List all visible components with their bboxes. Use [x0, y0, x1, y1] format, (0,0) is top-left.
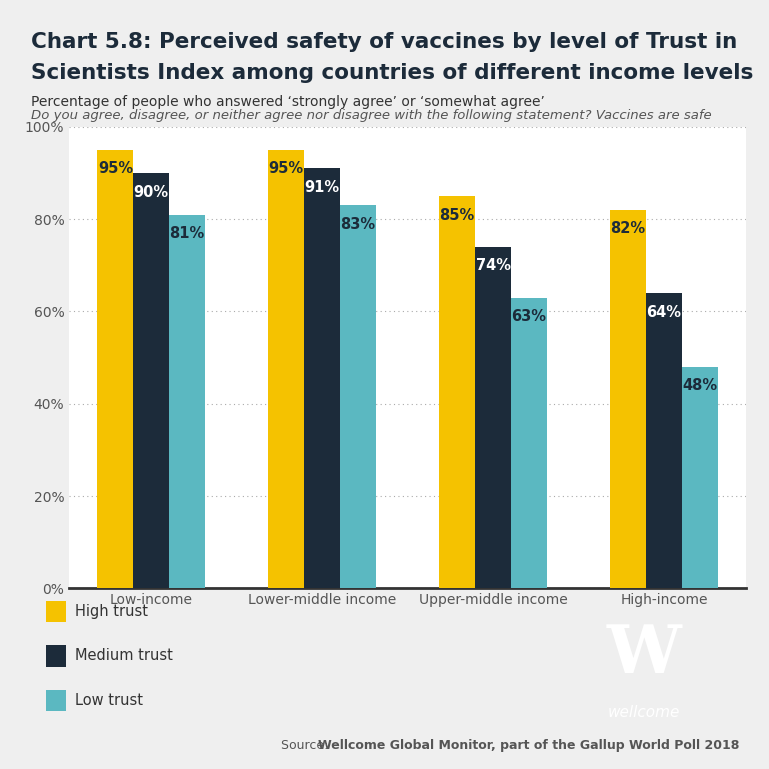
- Bar: [439, 196, 475, 588]
- Text: 74%: 74%: [475, 258, 511, 274]
- Text: 48%: 48%: [682, 378, 717, 394]
- Bar: [133, 173, 169, 588]
- Text: Source:: Source:: [281, 739, 332, 752]
- Text: wellcome: wellcome: [608, 705, 681, 721]
- Text: Scientists Index among countries of different income levels: Scientists Index among countries of diff…: [31, 63, 753, 83]
- Bar: [682, 367, 717, 588]
- Text: 91%: 91%: [305, 180, 340, 195]
- Text: 83%: 83%: [341, 217, 375, 232]
- Text: 95%: 95%: [98, 161, 133, 177]
- Bar: [511, 298, 547, 588]
- Text: 95%: 95%: [268, 161, 304, 177]
- Bar: [475, 247, 511, 588]
- Text: 63%: 63%: [511, 309, 547, 325]
- Bar: [98, 150, 133, 588]
- Text: 64%: 64%: [647, 305, 681, 320]
- Text: Wellcome Global Monitor, part of the Gallup World Poll 2018: Wellcome Global Monitor, part of the Gal…: [318, 739, 739, 752]
- Text: 81%: 81%: [169, 226, 205, 241]
- Bar: [646, 293, 682, 588]
- Text: Low trust: Low trust: [75, 693, 143, 708]
- Text: Medium trust: Medium trust: [75, 648, 172, 664]
- Bar: [340, 205, 376, 588]
- Text: 90%: 90%: [134, 185, 169, 200]
- Text: 85%: 85%: [440, 208, 474, 223]
- Bar: [305, 168, 340, 588]
- Text: Chart 5.8: Perceived safety of vaccines by level of Trust in: Chart 5.8: Perceived safety of vaccines …: [31, 32, 737, 52]
- Text: High trust: High trust: [75, 604, 148, 619]
- Bar: [268, 150, 305, 588]
- Bar: [610, 210, 646, 588]
- Text: W: W: [607, 622, 681, 687]
- Bar: [169, 215, 205, 588]
- Text: 82%: 82%: [611, 221, 646, 237]
- Text: Do you agree, disagree, or neither agree nor disagree with the following stateme: Do you agree, disagree, or neither agree…: [31, 109, 711, 122]
- Text: Percentage of people who answered ‘strongly agree’ or ‘somewhat agree’: Percentage of people who answered ‘stron…: [31, 95, 544, 109]
